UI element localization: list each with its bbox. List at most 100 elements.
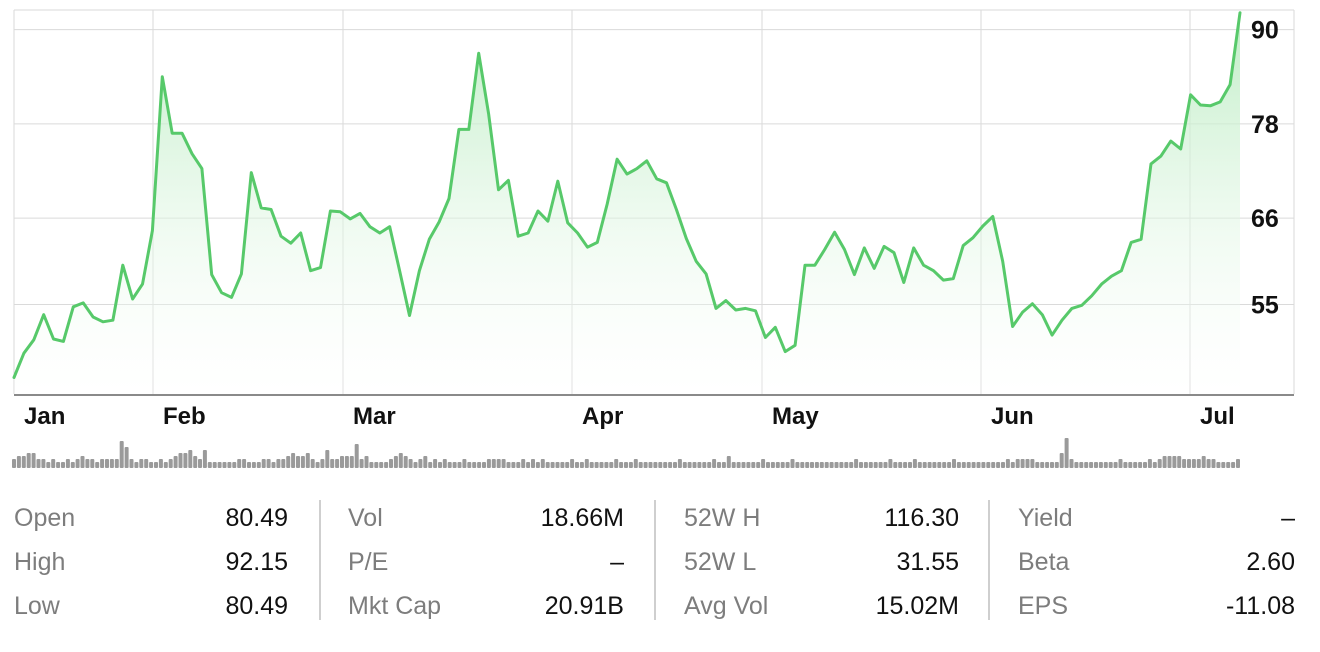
volume-bar: [310, 459, 315, 468]
volume-bar: [756, 462, 761, 468]
volume-bar: [1118, 459, 1123, 468]
volume-bar: [932, 462, 937, 468]
volume-bar: [1045, 462, 1050, 468]
stat-label: P/E: [348, 548, 389, 576]
volume-bar: [770, 462, 775, 468]
volume-bar: [291, 453, 296, 468]
volume-bar: [878, 462, 883, 468]
volume-bar: [139, 459, 144, 468]
volume-bar: [232, 462, 237, 468]
volume-bar: [942, 462, 947, 468]
volume-bar: [1098, 462, 1103, 468]
volume-bar: [976, 462, 981, 468]
volume-bar: [966, 462, 971, 468]
stat-row-low: Low 80.49: [14, 584, 288, 628]
volume-bar: [604, 462, 609, 468]
volume-bar: [31, 453, 36, 468]
volume-bar: [70, 462, 75, 468]
volume-bar: [193, 456, 198, 468]
volume-bar: [1201, 456, 1206, 468]
x-tick-label: Jan: [24, 403, 65, 430]
volume-bar: [1196, 459, 1201, 468]
volume-bar: [325, 450, 330, 468]
volume-bar: [188, 450, 193, 468]
stat-value: 31.55: [896, 548, 959, 576]
volume-bar: [961, 462, 966, 468]
volume-bar: [648, 462, 653, 468]
stats-column-volume: Vol 18.66M P/E – Mkt Cap 20.91B: [348, 496, 624, 626]
stat-label: High: [14, 548, 66, 576]
y-axis-ticks: 55 66 78 90: [1251, 17, 1279, 320]
volume-bar: [947, 462, 952, 468]
volume-bar: [486, 459, 491, 468]
volume-bar: [447, 462, 452, 468]
volume-bar: [438, 462, 442, 468]
volume-bar: [535, 462, 540, 468]
y-tick-label: 90: [1251, 17, 1279, 45]
volume-bar: [286, 456, 291, 468]
volume-bar: [374, 462, 379, 468]
volume-bar: [1074, 462, 1079, 468]
volume-bar: [692, 462, 697, 468]
volume-bar: [109, 459, 114, 468]
stats-divider: [654, 500, 656, 620]
volume-bar: [1147, 459, 1152, 468]
volume-bar: [349, 456, 354, 468]
volume-bar: [472, 462, 477, 468]
volume-bar: [1191, 459, 1196, 468]
volume-bar: [271, 462, 276, 468]
volume-bar: [1167, 456, 1172, 468]
volume-bar: [198, 459, 202, 468]
stats-divider: [988, 500, 990, 620]
volume-bar: [677, 459, 682, 468]
volume-bar: [1206, 459, 1211, 468]
volume-bar: [511, 462, 516, 468]
volume-bar: [721, 462, 726, 468]
volume-bar: [496, 459, 501, 468]
volume-bar: [1216, 462, 1221, 468]
volume-bar: [1040, 462, 1045, 468]
volume-bar: [560, 462, 565, 468]
stat-label: 52W H: [684, 504, 761, 532]
volume-bar: [790, 459, 795, 468]
volume-bar: [619, 462, 624, 468]
volume-bar: [868, 462, 873, 468]
volume-bar: [805, 462, 810, 468]
volume-bar: [814, 462, 819, 468]
volume-bar: [1020, 459, 1025, 468]
volume-bar: [442, 459, 447, 468]
volume-bar: [795, 462, 800, 468]
volume-bar: [1157, 459, 1162, 468]
stat-label: Open: [14, 504, 76, 532]
volume-bar: [584, 459, 589, 468]
volume-bar: [433, 459, 438, 468]
volume-bar: [819, 462, 824, 468]
volume-bar: [1015, 459, 1020, 468]
stat-row-eps: EPS -11.08: [1018, 584, 1295, 628]
stat-row-vol: Vol 18.66M: [348, 496, 624, 540]
volume-bar: [712, 459, 717, 468]
x-axis-ticks: Jan Feb Mar Apr May Jun Jul: [24, 403, 1235, 430]
stats-column-fundamentals: Yield – Beta 2.60 EPS -11.08: [1018, 496, 1295, 626]
stat-label: Mkt Cap: [348, 592, 442, 620]
stat-label: Vol: [348, 504, 383, 532]
volume-bar: [501, 459, 506, 468]
volume-bar: [212, 462, 217, 468]
volume-bar: [398, 453, 403, 468]
volume-bar: [1035, 462, 1040, 468]
volume-bar: [330, 459, 335, 468]
volume-bar: [888, 459, 893, 468]
stat-value: 2.60: [1246, 548, 1295, 576]
stat-row-beta: Beta 2.60: [1018, 540, 1295, 584]
volume-bar: [1123, 462, 1128, 468]
volume-bar: [21, 456, 26, 468]
volume-bar: [1001, 462, 1005, 468]
volume-bar: [849, 462, 854, 468]
volume-bar: [628, 462, 633, 468]
volume-bar: [369, 462, 374, 468]
volume-bar: [222, 462, 227, 468]
volume-bar: [428, 462, 433, 468]
volume-bar: [579, 462, 584, 468]
volume-bar: [134, 462, 139, 468]
price-area-fill: [14, 12, 1240, 394]
